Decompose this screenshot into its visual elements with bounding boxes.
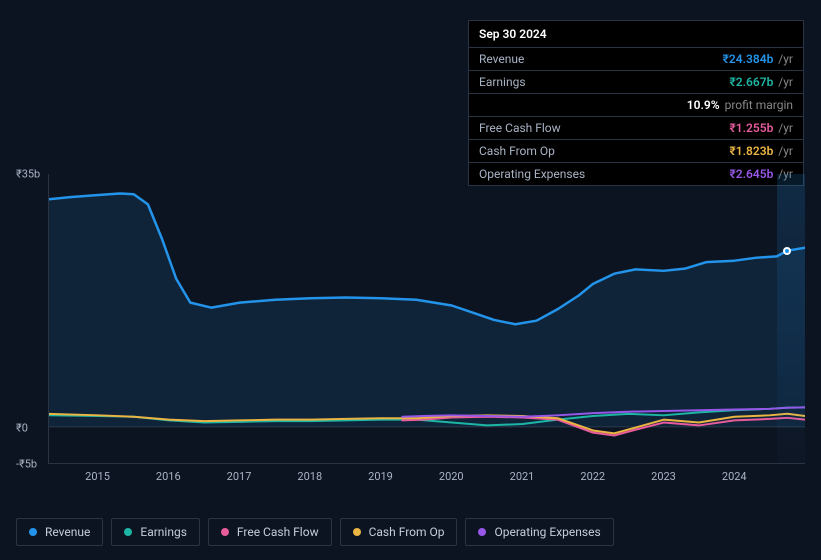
legend-dot-icon [353,528,361,536]
legend-dot-icon [124,528,132,536]
x-axis-label: 2019 [368,470,393,483]
legend-dot-icon [478,528,486,536]
x-axis-label: 2016 [156,470,181,483]
legend-item[interactable]: Cash From Op [340,518,458,546]
tooltip-row: Free Cash Flow₹1.255b /yr [469,117,803,140]
legend-label: Cash From Op [369,525,445,539]
x-axis-label: 2018 [297,470,322,483]
tooltip-row-label: Earnings [479,75,729,89]
tooltip-row-value: ₹2.667b /yr [729,75,793,89]
x-axis-label: 2024 [722,470,747,483]
x-axis-label: 2021 [510,470,535,483]
tooltip-row-value: 10.9% profit margin [687,98,793,112]
tooltip-row-label [479,98,687,112]
legend-label: Revenue [45,525,90,539]
legend-label: Operating Expenses [494,525,600,539]
tooltip-row: Earnings₹2.667b /yr [469,71,803,94]
legend-item[interactable]: Free Cash Flow [208,518,332,546]
tooltip-row-value: ₹1.823b /yr [729,144,793,158]
legend: Revenue Earnings Free Cash Flow Cash From O… [16,518,614,546]
plot-region[interactable] [48,174,805,464]
x-axis-label: 2023 [651,470,676,483]
y-axis-label: ₹35b [16,168,40,181]
tooltip-row-label: Cash From Op [479,144,729,158]
legend-item[interactable]: Revenue [16,518,103,546]
tooltip-row: Revenue₹24.384b /yr [469,48,803,71]
chart-area: ₹35b ₹0 -₹5b 2015 2016 2017 2018 2019 2020 2021 2… [16,160,805,500]
legend-label: Free Cash Flow [237,525,319,539]
y-axis-label: ₹0 [16,421,28,434]
x-axis-label: 2020 [439,470,464,483]
tooltip-row-label: Free Cash Flow [479,121,729,135]
legend-dot-icon [221,528,229,536]
x-axis-label: 2022 [580,470,605,483]
legend-dot-icon [29,528,37,536]
legend-item[interactable]: Earnings [111,518,200,546]
tooltip-row: 10.9% profit margin [469,94,803,117]
y-axis-label: -₹5b [16,458,37,471]
tooltip-row-value: ₹24.384b /yr [723,52,793,66]
legend-item[interactable]: Operating Expenses [465,518,613,546]
tooltip-date: Sep 30 2024 [469,21,803,48]
x-axis-label: 2015 [85,470,110,483]
tooltip-row-value: ₹1.255b /yr [729,121,793,135]
legend-label: Earnings [140,525,187,539]
current-marker [783,247,791,255]
tooltip-row-label: Revenue [479,52,723,66]
x-axis-label: 2017 [227,470,252,483]
